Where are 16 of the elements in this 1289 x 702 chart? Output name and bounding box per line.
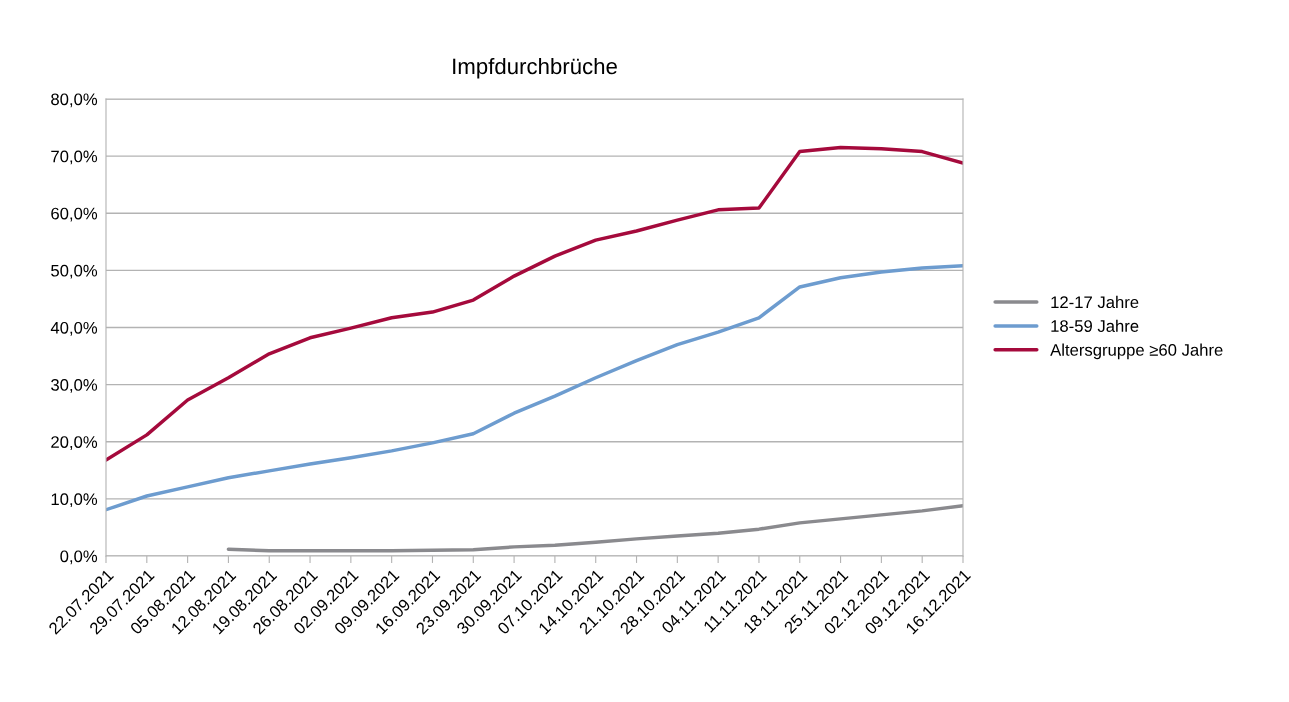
chart-title: Impfdurchbrüche: [453, 57, 617, 79]
y-tick-label: 20,0%: [51, 436, 98, 450]
legend-label: 12-17 Jahre: [1051, 295, 1139, 309]
line-series: [226, 503, 963, 553]
legend-label: Altersgruppe ≥60 Jahre: [1050, 343, 1223, 360]
y-tick-label: 70,0%: [51, 150, 98, 165]
y-tick-label: 30,0%: [51, 379, 98, 393]
y-tick-label: 50,0%: [51, 264, 98, 279]
y-tick-label: 0,0%: [60, 550, 98, 565]
legend-label: 18-59 Jahre: [1051, 319, 1139, 332]
y-tick-label: 80,0%: [51, 93, 98, 108]
line-series: [106, 145, 963, 462]
y-tick-label: 60,0%: [51, 207, 98, 222]
y-tick-label: 10,0%: [51, 493, 98, 508]
line-series: [106, 264, 963, 512]
y-tick-label: 40,0%: [50, 321, 98, 336]
